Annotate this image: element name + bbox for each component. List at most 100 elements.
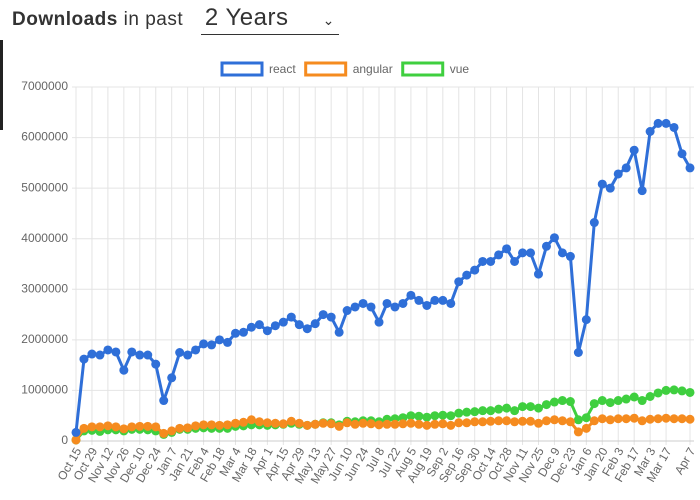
data-point	[207, 420, 217, 430]
data-point	[685, 414, 695, 424]
data-point	[438, 410, 448, 420]
data-point	[605, 183, 615, 193]
data-point	[470, 265, 480, 275]
data-point	[510, 256, 520, 266]
data-point	[494, 404, 504, 414]
data-point	[374, 317, 384, 327]
data-point	[462, 407, 472, 417]
data-point	[589, 399, 599, 409]
y-tick-label: 5000000	[21, 180, 68, 194]
data-point	[199, 339, 209, 349]
data-point	[366, 302, 376, 312]
data-point	[502, 244, 512, 254]
data-point	[446, 420, 456, 430]
data-point	[573, 348, 583, 357]
data-point	[406, 418, 416, 428]
data-point	[557, 248, 567, 258]
data-point	[215, 420, 225, 430]
data-point	[406, 411, 416, 421]
data-point	[462, 418, 472, 428]
data-point	[502, 416, 512, 426]
data-point	[438, 295, 448, 305]
data-point	[334, 421, 344, 431]
data-point	[246, 322, 256, 332]
y-tick-label: 1000000	[21, 383, 68, 397]
data-point	[478, 417, 488, 427]
data-point	[589, 416, 599, 426]
data-point	[262, 326, 272, 336]
period-select[interactable]: 2 Years ⌄	[200, 4, 339, 35]
header: Downloads in past 2 Years ⌄	[12, 4, 339, 35]
data-point	[565, 397, 575, 407]
data-point	[669, 385, 679, 395]
y-tick-label: 0	[61, 433, 68, 447]
data-point	[454, 277, 464, 287]
data-point	[159, 428, 169, 438]
data-point	[430, 411, 440, 421]
data-point	[79, 354, 89, 364]
data-point	[278, 419, 288, 429]
data-point	[486, 256, 496, 266]
data-point	[510, 406, 520, 416]
series-line	[74, 121, 692, 433]
data-point	[637, 186, 647, 196]
data-point	[111, 422, 121, 432]
data-point	[669, 414, 679, 424]
data-point	[191, 345, 201, 355]
data-point	[549, 415, 559, 425]
data-point	[342, 418, 352, 428]
data-point	[406, 290, 416, 300]
data-point	[541, 400, 551, 410]
data-point	[382, 298, 392, 308]
data-point	[366, 419, 376, 429]
data-point	[398, 298, 408, 308]
data-point	[350, 419, 360, 429]
data-point	[175, 348, 185, 357]
data-point	[677, 414, 687, 424]
data-point	[414, 411, 424, 421]
data-point	[661, 413, 671, 423]
data-point	[135, 350, 145, 360]
data-point	[613, 414, 623, 424]
data-point	[143, 421, 153, 431]
data-point	[119, 424, 129, 434]
data-point	[645, 391, 655, 401]
data-point	[541, 241, 551, 251]
data-point	[151, 359, 161, 369]
data-point	[175, 423, 185, 433]
scroll-edge	[0, 40, 3, 130]
data-point	[494, 416, 504, 426]
data-point	[557, 416, 567, 426]
data-point	[262, 418, 272, 428]
data-point	[398, 419, 408, 429]
data-point	[677, 386, 687, 396]
data-point	[382, 419, 392, 429]
data-point	[494, 250, 504, 260]
data-point	[302, 324, 312, 334]
data-point	[613, 169, 623, 179]
data-point	[254, 417, 264, 427]
data-point	[565, 251, 575, 261]
data-point	[230, 418, 240, 428]
data-point	[645, 414, 655, 424]
data-point	[238, 417, 248, 427]
data-point	[518, 402, 528, 412]
data-point	[597, 414, 607, 424]
data-point	[573, 415, 583, 425]
data-point	[151, 422, 161, 432]
data-point	[310, 319, 320, 329]
data-point	[414, 419, 424, 429]
data-point	[183, 350, 193, 360]
data-point	[422, 300, 432, 310]
data-point	[358, 298, 368, 308]
data-point	[119, 365, 129, 375]
data-point	[135, 421, 145, 431]
legend-label: react	[269, 62, 296, 76]
data-point	[533, 418, 543, 428]
data-point	[645, 127, 655, 137]
data-point	[533, 403, 543, 413]
data-point	[454, 418, 464, 428]
data-point	[167, 426, 177, 436]
data-point	[294, 418, 304, 428]
